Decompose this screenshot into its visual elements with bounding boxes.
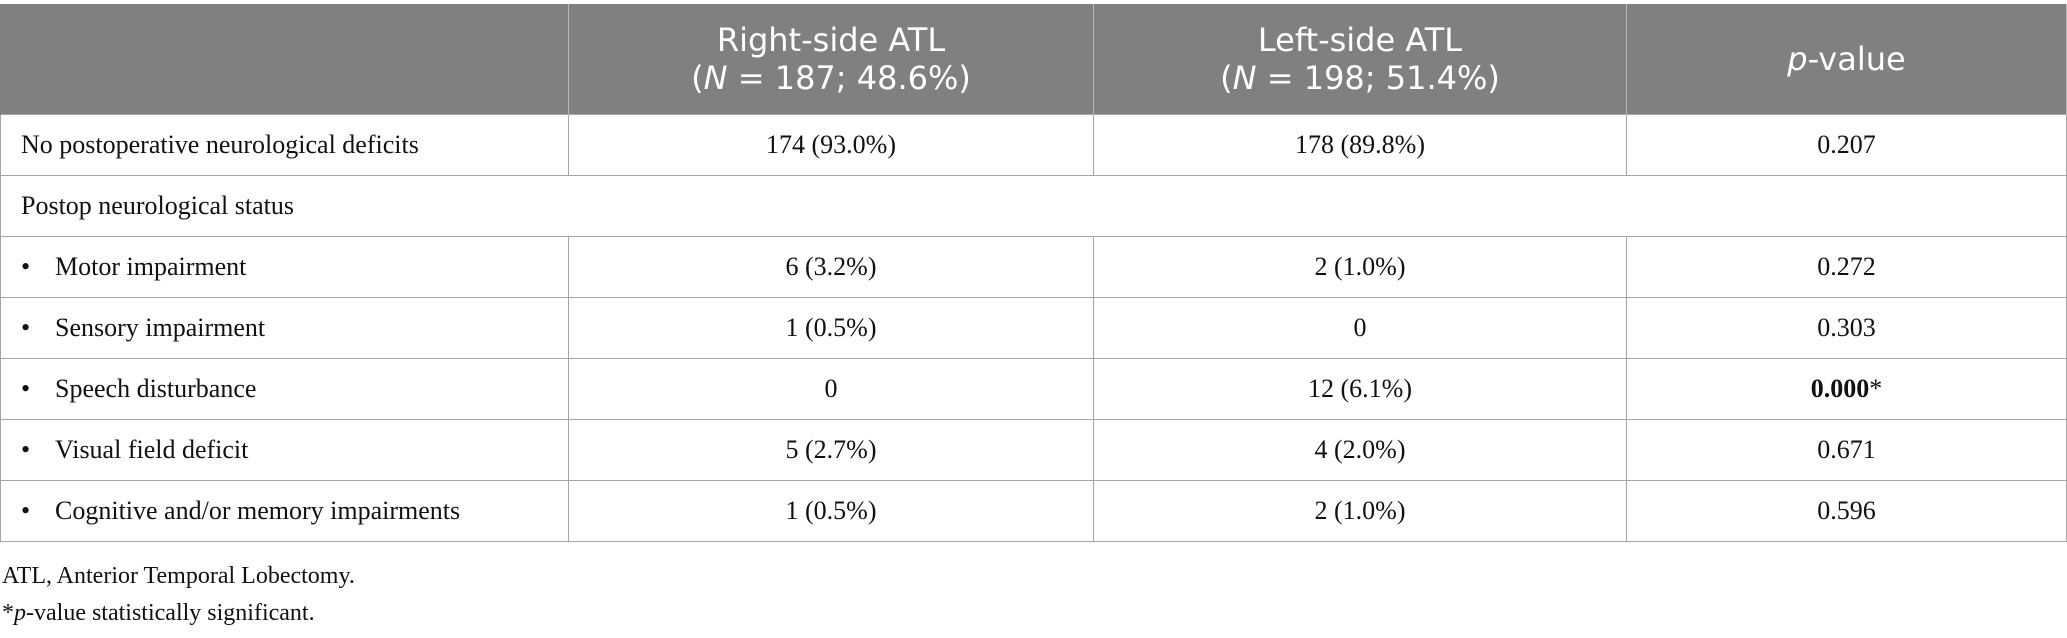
table-row: • Visual field deficit 5 (2.7%) 4 (2.0%) … [0,419,2067,481]
significance-note: *p-value statistically significant. [2,600,315,626]
cell-left: 0 [1093,297,1627,359]
row-label: • Sensory impairment [0,297,569,359]
row-label: • Visual field deficit [0,419,569,481]
table-row: • Cognitive and/or memory impairments 1 (… [0,480,2067,542]
header-p-value: p-value [1626,4,2067,115]
significance-mark: * [1869,374,1883,403]
cell-p-value: 0.000* [1626,358,2067,420]
section-label: Postop neurological status [0,175,2067,237]
bullet-icon: • [21,374,31,403]
cell-left: 12 (6.1%) [1093,358,1627,420]
cell-p-value: 0.207 [1626,114,2067,176]
row-label: • Cognitive and/or memory impairments [0,480,569,542]
table-row: No postoperative neurological deficits 1… [0,114,2067,176]
bullet-icon: • [21,252,31,281]
cell-right: 5 (2.7%) [568,419,1094,481]
header-empty-cell [0,4,569,115]
row-label: No postoperative neurological deficits [0,114,569,176]
table-row: • Motor impairment 6 (3.2%) 2 (1.0%) 0.27… [0,236,2067,298]
bullet-icon: • [21,313,31,342]
cell-right: 1 (0.5%) [568,480,1094,542]
cell-p-value: 0.671 [1626,419,2067,481]
header-right-side-atl: Right-side ATL (N = 187; 48.6%) [568,4,1094,115]
table-row-section: Postop neurological status [0,175,2067,237]
row-label: • Speech disturbance [0,358,569,420]
cell-left: 178 (89.8%) [1093,114,1627,176]
header-row: Right-side ATL (N = 187; 48.6%) Left-sid… [0,4,2067,115]
cell-right: 6 (3.2%) [568,236,1094,298]
bullet-icon: • [21,435,31,464]
cell-left: 4 (2.0%) [1093,419,1627,481]
bullet-icon: • [21,496,31,525]
header-right-title: Right-side ATL [716,21,946,59]
table-row: • Sensory impairment 1 (0.5%) 0 0.303 [0,297,2067,359]
cell-p-value: 0.596 [1626,480,2067,542]
cell-left: 2 (1.0%) [1093,480,1627,542]
cell-left: 2 (1.0%) [1093,236,1627,298]
cell-p-value: 0.272 [1626,236,2067,298]
cell-right: 1 (0.5%) [568,297,1094,359]
cell-right: 174 (93.0%) [568,114,1094,176]
abbreviation-note: ATL, Anterior Temporal Lobectomy. [2,563,355,589]
table-row: • Speech disturbance 0 12 (6.1%) 0.000* [0,358,2067,420]
row-label: • Motor impairment [0,236,569,298]
header-left-side-atl: Left-side ATL (N = 198; 51.4%) [1093,4,1627,115]
significant-p-value: 0.000 [1810,374,1870,403]
table-footnotes: ATL, Anterior Temporal Lobectomy. *p-val… [2,558,355,632]
header-right-count: (N = 187; 48.6%) [691,59,971,97]
results-table: Right-side ATL (N = 187; 48.6%) Left-sid… [0,4,2067,542]
cell-p-value: 0.303 [1626,297,2067,359]
header-left-title: Left-side ATL [1257,21,1463,59]
header-left-count: (N = 198; 51.4%) [1220,59,1500,97]
cell-right: 0 [568,358,1094,420]
